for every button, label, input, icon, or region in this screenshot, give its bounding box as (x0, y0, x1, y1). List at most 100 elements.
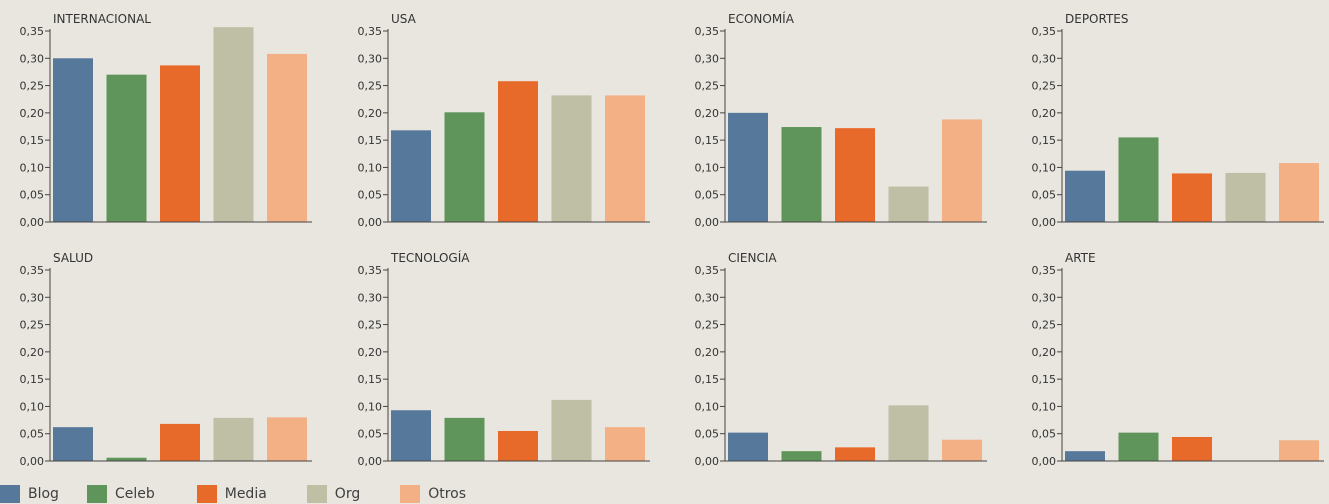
legend-swatch-blog (0, 485, 20, 503)
y-tick-label: 0,30 (695, 291, 720, 304)
y-tick-label: 0,25 (1032, 80, 1057, 93)
bar-otros (605, 427, 645, 461)
panel-title: DEPORTES (1065, 12, 1129, 26)
y-tick-label: 0,05 (695, 428, 720, 441)
bar-media (835, 447, 875, 461)
y-tick-label: 0,35 (20, 25, 45, 38)
y-tick-label: 0,20 (20, 107, 45, 120)
y-tick-label: 0,20 (20, 346, 45, 359)
bar-org (213, 27, 254, 223)
panel-salud: SALUD 0,00 0,05 0,10 0,15 0,20 0,25 0,30 0,35 (20, 251, 312, 468)
panel-title: SALUD (53, 251, 93, 265)
bar-media (835, 128, 875, 222)
y-tick-label: 0,15 (1032, 373, 1057, 386)
y-tick-label: 0,10 (20, 161, 45, 174)
legend-item-celeb: Celeb (86, 485, 155, 503)
y-tick-label: 0,35 (695, 25, 720, 38)
bar-media (498, 81, 538, 222)
y-tick-label: 0,00 (20, 455, 45, 468)
y-tick-label: 0,05 (695, 189, 720, 202)
y-tick-label: 0,20 (1032, 107, 1057, 120)
y-tick-label: 0,30 (20, 52, 45, 65)
y-tick-label: 0,10 (1032, 400, 1057, 413)
bar-media (1172, 436, 1212, 461)
y-tick-label: 0,10 (1032, 161, 1057, 174)
bar-otros (1279, 440, 1319, 461)
y-tick-label: 0,35 (1032, 25, 1057, 38)
y-tick-label: 0,20 (695, 346, 720, 359)
legend-swatch-otros (400, 485, 421, 503)
panel-title: TECNOLOGÍA (390, 250, 470, 265)
bar-media (498, 430, 538, 461)
bar-org (888, 405, 929, 461)
bar-org (1225, 172, 1266, 222)
y-tick-label: 0,35 (695, 264, 720, 277)
panel-arte: ARTE 0,00 0,05 0,10 0,15 0,20 0,25 0,30 0,35 (1032, 251, 1324, 468)
bar-celeb (106, 457, 147, 461)
bar-blog (728, 112, 768, 222)
y-tick-label: 0,05 (358, 189, 383, 202)
bar-blog (391, 410, 431, 461)
y-tick-label: 0,25 (358, 80, 383, 93)
y-tick-label: 0,10 (695, 400, 720, 413)
bar-otros (267, 53, 307, 222)
y-tick-label: 0,30 (1032, 52, 1057, 65)
panel-internacional: INTERNACIONAL 0,00 0,05 0,10 0,15 0,20 0,25 0,3… (20, 12, 312, 229)
y-tick-label: 0,35 (358, 25, 383, 38)
chart-grid: INTERNACIONAL 0,00 0,05 0,10 0,15 0,20 0,25 0,3… (20, 11, 1324, 468)
panel-usa: USA 0,00 0,05 0,10 0,15 0,20 0,25 0,30 0,35 (358, 12, 650, 229)
legend-label-otros: Otros (428, 486, 467, 502)
y-tick-label: 0,15 (20, 373, 45, 386)
bar-otros (605, 95, 645, 222)
bar-otros (267, 417, 307, 461)
y-tick-label: 0,25 (20, 80, 45, 93)
bar-org (551, 399, 592, 461)
bar-celeb (444, 417, 485, 461)
legend-item-blog: Blog (0, 485, 59, 503)
y-tick-label: 0,00 (358, 216, 383, 229)
y-tick-label: 0,05 (1032, 189, 1057, 202)
legend-label-blog: Blog (28, 486, 59, 502)
y-tick-label: 0,10 (358, 161, 383, 174)
y-tick-label: 0,00 (695, 455, 720, 468)
y-tick-label: 0,25 (358, 319, 383, 332)
y-tick-label: 0,35 (1032, 264, 1057, 277)
y-tick-label: 0,15 (20, 134, 45, 147)
y-tick-label: 0,35 (358, 264, 383, 277)
bar-celeb (444, 112, 485, 222)
bar-org (213, 417, 254, 461)
bar-celeb (781, 127, 822, 222)
y-tick-label: 0,25 (20, 319, 45, 332)
legend-label-org: Org (334, 486, 361, 502)
bar-blog (391, 130, 431, 222)
legend-label-media: Media (224, 486, 267, 502)
legend-item-otros: Otros (400, 485, 466, 503)
bar-org (888, 186, 929, 222)
y-tick-label: 0,30 (358, 52, 383, 65)
y-tick-label: 0,15 (358, 134, 383, 147)
y-tick-label: 0,00 (20, 216, 45, 229)
panel-deportes: DEPORTES 0,00 0,05 0,10 0,15 0,20 0,25 0,30 0,35 (1032, 12, 1324, 229)
y-tick-label: 0,05 (20, 189, 45, 202)
y-tick-label: 0,35 (20, 264, 45, 277)
panel-title: USA (391, 12, 417, 26)
bar-celeb (106, 74, 147, 223)
bar-blog (53, 58, 93, 223)
legend-swatch-org (306, 485, 327, 503)
y-tick-label: 0,20 (1032, 346, 1057, 359)
bar-celeb (1118, 137, 1159, 222)
bar-otros (942, 439, 982, 461)
y-tick-label: 0,15 (1032, 134, 1057, 147)
panel-ciencia: CIENCIA 0,00 0,05 0,10 0,15 0,20 0,25 0,30 0,35 (695, 251, 987, 468)
y-tick-label: 0,25 (695, 80, 720, 93)
legend-item-org: Org (306, 485, 361, 503)
legend-label-celeb: Celeb (114, 486, 155, 502)
y-tick-label: 0,25 (1032, 319, 1057, 332)
y-tick-label: 0,05 (20, 428, 45, 441)
y-tick-label: 0,20 (358, 107, 383, 120)
bar-blog (1065, 451, 1105, 461)
panel-title: CIENCIA (728, 251, 777, 265)
bar-blog (728, 432, 768, 461)
bar-celeb (781, 451, 822, 461)
y-tick-label: 0,00 (1032, 216, 1057, 229)
